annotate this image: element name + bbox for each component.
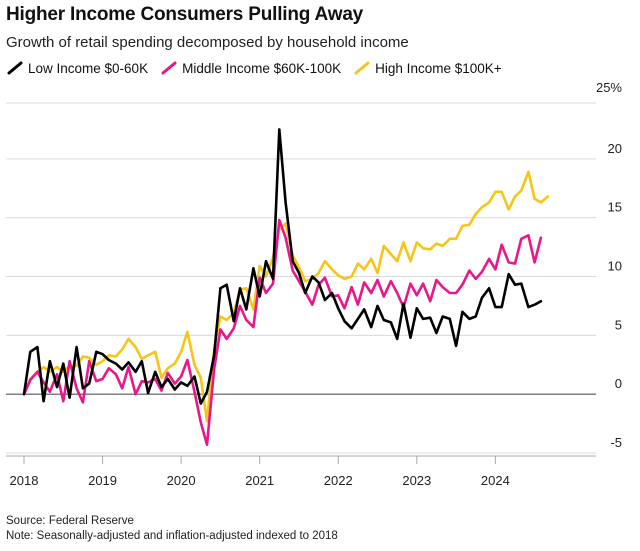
legend-item-low: Low Income $0-60K: [6, 60, 148, 76]
source-note: Source: Federal Reserve: [6, 515, 134, 527]
y-tick-label: 20: [608, 141, 622, 156]
series-line-middle-income: [22, 218, 543, 447]
legend-swatch-middle-icon: [161, 61, 177, 75]
chart-subtitle: Growth of retail spending decomposed by …: [6, 34, 409, 51]
y-tick-label: 0: [615, 376, 622, 391]
x-tick-label: 2024: [481, 473, 510, 488]
series-line-high-income: [22, 170, 550, 423]
legend-label-middle: Middle Income $60K-100K: [182, 60, 342, 76]
series-lines: [22, 128, 550, 447]
y-tick-label: 25%: [596, 80, 622, 95]
legend-swatch-low-icon: [7, 61, 23, 75]
chart-title: Higher Income Consumers Pulling Away: [6, 4, 364, 25]
y-tick-label: 5: [615, 317, 622, 332]
x-tick-label: 2022: [324, 473, 353, 488]
y-tick-label: 15: [608, 200, 622, 215]
y-tick-label: -5: [610, 435, 622, 450]
axes: 25% 20 15 10 5 0 -5 2018 2019 2020 2021 2022 2023 202…: [6, 80, 622, 488]
x-tick-label: 2021: [245, 473, 274, 488]
legend: Low Income $0-60K Middle Income $60K-100…: [6, 60, 502, 76]
legend-label-low: Low Income $0-60K: [28, 60, 149, 76]
x-tick-label: 2018: [10, 473, 39, 488]
x-tick-label: 2019: [88, 473, 117, 488]
x-tick-label: 2023: [402, 473, 431, 488]
legend-item-middle: Middle Income $60K-100K: [160, 60, 341, 76]
legend-label-high: High Income $100K+: [375, 60, 502, 76]
x-tick-label: 2020: [167, 473, 196, 488]
y-tick-label: 10: [608, 259, 622, 274]
legend-item-high: High Income $100K+: [353, 60, 502, 76]
legend-swatch-high-icon: [354, 61, 370, 75]
series-line-low-income: [22, 128, 543, 405]
methodology-note: Note: Seasonally-adjusted and inflation-…: [6, 530, 338, 542]
